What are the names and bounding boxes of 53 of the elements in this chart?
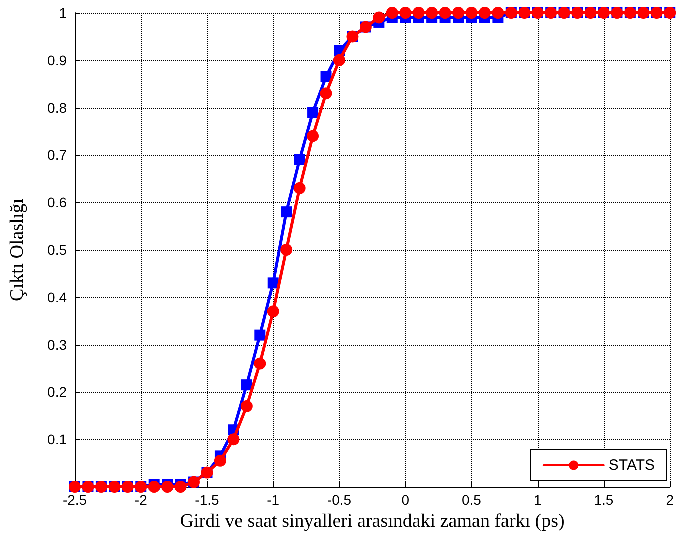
point bbox=[267, 306, 280, 318]
point bbox=[307, 130, 320, 142]
point bbox=[254, 330, 266, 341]
x-tick-label: -0.5 bbox=[327, 492, 352, 508]
point bbox=[386, 7, 398, 19]
y-tick-label: 0.3 bbox=[48, 336, 68, 353]
point bbox=[214, 454, 226, 467]
point bbox=[254, 358, 266, 370]
y-axis-title: Çıktı Olaslığı bbox=[7, 198, 28, 302]
x-tick-label: 2 bbox=[666, 492, 674, 508]
point bbox=[426, 7, 438, 19]
point bbox=[228, 434, 240, 446]
x-tick-label: -2.5 bbox=[62, 492, 88, 508]
point bbox=[478, 7, 491, 19]
x-tick-label: -1 bbox=[267, 492, 280, 508]
point bbox=[466, 7, 478, 19]
point bbox=[280, 244, 293, 256]
y-tick-label: 0.6 bbox=[48, 194, 68, 211]
x-axis-title: Girdi ve saat sinyalleri arasındaki zaman farkı (ps) bbox=[180, 510, 565, 532]
point bbox=[439, 7, 452, 19]
y-tick-label: 0.5 bbox=[48, 242, 68, 258]
point bbox=[294, 182, 306, 194]
point bbox=[162, 481, 174, 493]
point bbox=[320, 88, 332, 100]
point bbox=[452, 7, 465, 19]
y-tick-label: 0.4 bbox=[48, 289, 68, 306]
y-tick-label: 0.2 bbox=[48, 384, 68, 400]
point bbox=[148, 481, 160, 493]
y-tick-label: 0.8 bbox=[48, 100, 68, 116]
point bbox=[294, 154, 306, 166]
y-tick-label: 1 bbox=[59, 5, 68, 21]
point bbox=[373, 12, 386, 24]
point bbox=[412, 7, 425, 19]
x-tick-label: -1.5 bbox=[195, 492, 220, 508]
point bbox=[400, 7, 412, 19]
point bbox=[241, 380, 252, 391]
point bbox=[268, 278, 279, 289]
point bbox=[174, 481, 187, 493]
point bbox=[492, 7, 504, 19]
x-tick-label: -2 bbox=[134, 492, 148, 508]
x-tick-label: 1.5 bbox=[594, 492, 614, 508]
point bbox=[281, 206, 292, 218]
x-tick-label: 1 bbox=[534, 492, 542, 508]
y-tick-label: 0.9 bbox=[48, 52, 68, 68]
legend-label: STATS bbox=[608, 457, 656, 474]
point bbox=[240, 400, 253, 412]
point bbox=[334, 54, 346, 66]
y-tick-label: 0.7 bbox=[48, 147, 68, 164]
point bbox=[320, 71, 332, 82]
x-tick-label: 0 bbox=[402, 492, 410, 508]
y-tick-label: 0.1 bbox=[48, 432, 68, 448]
x-tick-label: 0.5 bbox=[462, 492, 482, 508]
point bbox=[308, 107, 319, 118]
